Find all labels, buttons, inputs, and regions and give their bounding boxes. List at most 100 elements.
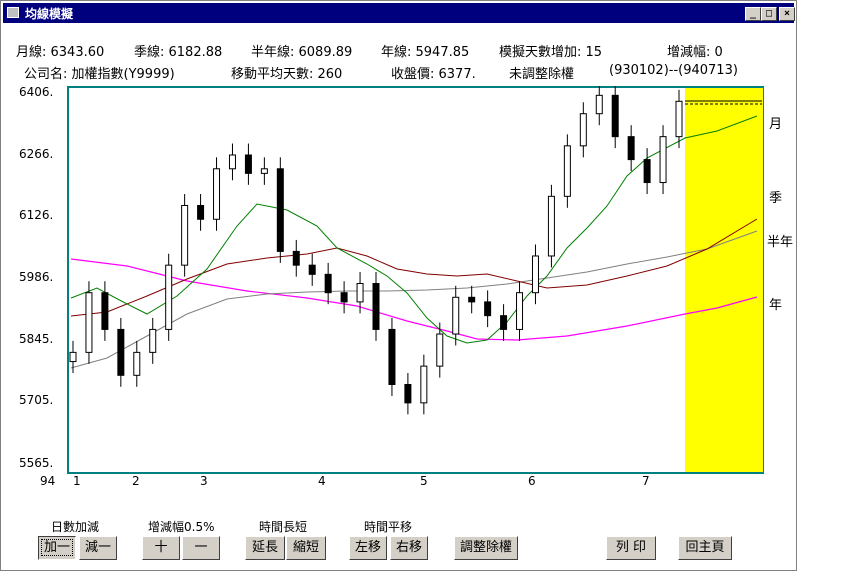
add-one-label: 加一: [40, 539, 73, 556]
yearly-ma-line: [70, 258, 758, 341]
forecast-extension-area: [685, 88, 763, 472]
close-price: 收盤價: 6377.: [391, 67, 476, 82]
candle-body: [547, 195, 555, 257]
candle-body: [356, 283, 364, 303]
candle-body: [516, 292, 524, 330]
adjust-dividend-button[interactable]: 調整除權: [454, 536, 518, 560]
candle-body: [133, 351, 141, 376]
x-tick-label: 4: [318, 474, 326, 488]
monthly-ma-line: [70, 115, 758, 344]
monthly-ma-value: 月線: 6343.60: [16, 45, 105, 60]
candle-body: [388, 328, 396, 385]
legend-monthly: 月: [769, 117, 783, 132]
candle-body: [404, 383, 412, 404]
yearly-ma-value: 年線: 5947.85: [381, 45, 470, 60]
dividend-status: 未調整除權: [509, 67, 575, 82]
ma-days: 移動平均天數: 260: [231, 67, 343, 82]
y-tick-label: 6266.: [19, 147, 54, 161]
app-icon[interactable]: [7, 7, 19, 18]
candle-body: [579, 113, 587, 147]
plot-area: [67, 86, 764, 474]
shift-right-button[interactable]: 右移: [390, 536, 428, 560]
candles-group: [69, 86, 683, 415]
candle-body: [595, 94, 603, 115]
y-tick-label: 6126.: [19, 208, 54, 222]
group-label-time-length: 時間長短: [259, 520, 308, 534]
y-tick-label: 5565.: [19, 456, 54, 470]
candle-body: [244, 154, 252, 174]
candle-body: [69, 351, 77, 363]
y-tick-label: 5986.: [19, 270, 54, 284]
add-one-button[interactable]: 加一: [38, 536, 76, 560]
y-tick-label: 6406.: [19, 85, 54, 99]
candle-body: [228, 154, 236, 170]
candle-body: [308, 264, 316, 275]
half-year-ma-line: [70, 230, 758, 369]
candle-body: [563, 145, 571, 197]
candle-body: [484, 301, 492, 317]
sim-days-value: 模擬天數增加: 15: [499, 45, 603, 60]
candle-body: [659, 136, 667, 184]
back-home-button[interactable]: 回主頁: [678, 536, 732, 560]
candle-body: [101, 292, 109, 330]
x-tick-label: 94: [40, 474, 56, 488]
candle-body: [372, 283, 380, 330]
y-tick-label: 5705.: [19, 393, 54, 407]
change-range-value: 增減幅: 0: [667, 45, 723, 60]
candle-body: [627, 136, 635, 161]
candle-body: [531, 255, 539, 294]
print-button[interactable]: 列 印: [606, 536, 656, 560]
app-window: 均線模擬 _ □ × 月線: 6343.60 季線: 6182.88 半年線: …: [0, 0, 797, 571]
candlestick-chart: [67, 86, 764, 474]
x-tick-label: 7: [642, 474, 650, 488]
candle-body: [340, 292, 348, 303]
candle-body: [436, 333, 444, 367]
title-bar: 均線模擬 _ □ ×: [3, 3, 795, 23]
candle-body: [420, 365, 428, 404]
quarterly-ma-line: [70, 218, 758, 317]
minus-one-button[interactable]: 減一: [79, 536, 117, 560]
candle-body: [213, 168, 221, 220]
y-tick-label: 5845.: [19, 332, 54, 346]
close-button[interactable]: ×: [779, 7, 795, 21]
x-tick-label: 6: [528, 474, 536, 488]
candle-body: [149, 328, 157, 353]
candle-body: [117, 328, 125, 376]
group-label-range: 增減幅0.5%: [148, 520, 215, 534]
candle-body: [324, 273, 332, 294]
minimize-button[interactable]: _: [745, 7, 761, 21]
x-tick-label: 2: [132, 474, 140, 488]
candle-body: [276, 168, 284, 252]
company-name: 公司名: 加權指數(Y9999): [24, 67, 175, 82]
x-tick-label: 1: [73, 474, 81, 488]
candle-body: [452, 296, 460, 335]
maximize-button[interactable]: □: [761, 7, 777, 21]
shorten-button[interactable]: 縮短: [286, 536, 326, 560]
x-tick-label: 5: [420, 474, 428, 488]
half-year-ma-value: 半年線: 6089.89: [251, 45, 353, 60]
legend-half-year: 半年: [767, 235, 794, 250]
candle-body: [611, 94, 619, 138]
decrease-range-button[interactable]: 一: [182, 536, 220, 560]
quarterly-ma-value: 季線: 6182.88: [134, 45, 223, 60]
legend-quarterly: 季: [769, 191, 783, 206]
candle-body: [181, 204, 189, 266]
group-label-time-shift: 時間平移: [364, 520, 413, 534]
candle-body: [260, 168, 268, 174]
legend-yearly: 年: [769, 298, 783, 313]
candle-body: [197, 204, 205, 220]
candle-body: [643, 159, 651, 184]
candle-body: [165, 264, 173, 330]
group-label-days: 日數加減: [51, 520, 100, 534]
candle-body: [675, 100, 683, 138]
extend-button[interactable]: 延長: [245, 536, 285, 560]
candle-body: [292, 250, 300, 266]
date-range: (930102)--(940713): [609, 63, 738, 78]
window-title: 均線模擬: [25, 7, 74, 21]
shift-left-button[interactable]: 左移: [349, 536, 387, 560]
candle-body: [468, 296, 476, 303]
increase-range-button[interactable]: 十: [142, 536, 180, 560]
x-tick-label: 3: [200, 474, 208, 488]
candle-body: [500, 315, 508, 330]
candle-body: [85, 292, 93, 353]
